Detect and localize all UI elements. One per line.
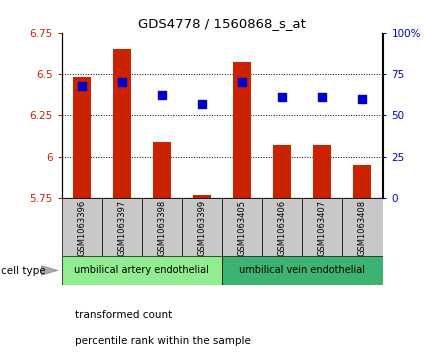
- Bar: [222, 256, 382, 285]
- Title: GDS4778 / 1560868_s_at: GDS4778 / 1560868_s_at: [138, 17, 306, 30]
- Bar: [222, 198, 262, 256]
- Text: umbilical vein endothelial: umbilical vein endothelial: [239, 265, 365, 276]
- Text: GSM1063396: GSM1063396: [77, 200, 86, 256]
- Point: [319, 94, 326, 100]
- Bar: [354, 165, 371, 198]
- Bar: [262, 198, 302, 256]
- Bar: [233, 62, 251, 198]
- Point: [279, 94, 286, 100]
- Bar: [62, 198, 102, 256]
- Bar: [182, 198, 222, 256]
- Bar: [73, 77, 91, 198]
- Point: [159, 93, 165, 98]
- Bar: [113, 49, 131, 198]
- Text: umbilical artery endothelial: umbilical artery endothelial: [74, 265, 209, 276]
- Point: [119, 79, 125, 85]
- Bar: [302, 198, 343, 256]
- Point: [198, 101, 205, 107]
- Bar: [142, 198, 182, 256]
- Point: [359, 96, 366, 102]
- Bar: [273, 145, 291, 198]
- Bar: [343, 198, 382, 256]
- Text: cell type: cell type: [1, 266, 45, 276]
- Bar: [193, 195, 211, 198]
- Text: percentile rank within the sample: percentile rank within the sample: [75, 336, 251, 346]
- Text: GSM1063397: GSM1063397: [117, 200, 126, 256]
- Bar: [62, 256, 222, 285]
- Text: GSM1063408: GSM1063408: [358, 200, 367, 256]
- Point: [239, 79, 246, 85]
- Text: GSM1063399: GSM1063399: [198, 200, 207, 256]
- Text: GSM1063407: GSM1063407: [318, 200, 327, 256]
- Text: GSM1063406: GSM1063406: [278, 200, 287, 256]
- Text: transformed count: transformed count: [75, 310, 173, 321]
- Bar: [153, 142, 171, 198]
- Polygon shape: [41, 266, 58, 275]
- Bar: [102, 198, 142, 256]
- Text: GSM1063398: GSM1063398: [157, 200, 167, 256]
- Point: [78, 83, 85, 89]
- Bar: [313, 145, 332, 198]
- Text: GSM1063405: GSM1063405: [238, 200, 246, 256]
